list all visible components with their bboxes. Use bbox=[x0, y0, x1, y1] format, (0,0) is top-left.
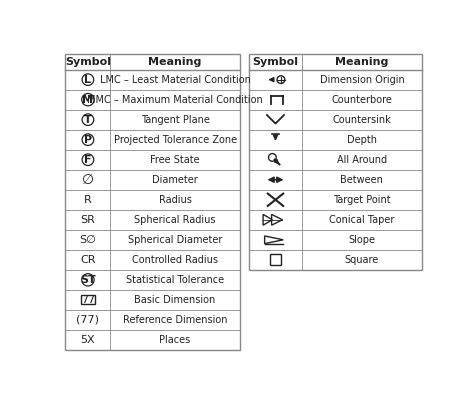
Text: ST: ST bbox=[80, 275, 96, 285]
Text: R: R bbox=[84, 195, 92, 205]
Text: Controlled Radius: Controlled Radius bbox=[132, 255, 218, 265]
Text: LMC – Least Material Condition: LMC – Least Material Condition bbox=[100, 74, 251, 85]
Text: Slope: Slope bbox=[348, 235, 375, 245]
Text: CR: CR bbox=[80, 255, 96, 265]
Text: Dimension Origin: Dimension Origin bbox=[319, 74, 404, 85]
Text: Meaning: Meaning bbox=[335, 57, 389, 67]
Text: ∅: ∅ bbox=[82, 173, 94, 187]
Text: 5X: 5X bbox=[81, 335, 95, 345]
Text: M: M bbox=[82, 95, 93, 105]
Bar bbox=[65, 54, 240, 350]
Text: Counterbore: Counterbore bbox=[331, 95, 392, 105]
Text: Radius: Radius bbox=[159, 195, 191, 205]
Text: SR: SR bbox=[81, 215, 95, 225]
Text: Target Point: Target Point bbox=[333, 195, 391, 205]
Bar bbox=[249, 54, 422, 270]
Text: Conical Taper: Conical Taper bbox=[329, 215, 394, 225]
Text: 77: 77 bbox=[81, 295, 95, 305]
Text: Statistical Tolerance: Statistical Tolerance bbox=[126, 275, 224, 285]
Text: Projected Tolerance Zone: Projected Tolerance Zone bbox=[114, 135, 237, 145]
Text: Spherical Diameter: Spherical Diameter bbox=[128, 235, 222, 245]
Text: T: T bbox=[84, 115, 92, 125]
Text: Meaning: Meaning bbox=[148, 57, 202, 67]
Text: Reference Dimension: Reference Dimension bbox=[123, 315, 228, 325]
Text: S∅: S∅ bbox=[80, 235, 96, 245]
Text: Square: Square bbox=[345, 255, 379, 265]
Text: Countersink: Countersink bbox=[333, 115, 391, 125]
Text: Spherical Radius: Spherical Radius bbox=[134, 215, 216, 225]
Text: F: F bbox=[84, 155, 91, 165]
Text: Tangent Plane: Tangent Plane bbox=[141, 115, 210, 125]
Text: Free State: Free State bbox=[150, 155, 200, 165]
Text: Between: Between bbox=[340, 175, 383, 185]
Text: (77): (77) bbox=[76, 315, 100, 325]
Text: All Around: All Around bbox=[337, 155, 387, 165]
Text: Basic Dimension: Basic Dimension bbox=[135, 295, 216, 305]
Text: Places: Places bbox=[159, 335, 191, 345]
Text: Diameter: Diameter bbox=[152, 175, 198, 185]
Text: Symbol: Symbol bbox=[65, 57, 111, 67]
Bar bbox=[270, 254, 281, 265]
Text: L: L bbox=[84, 74, 91, 85]
Text: P: P bbox=[84, 135, 92, 145]
Bar bbox=[81, 295, 95, 304]
Text: Depth: Depth bbox=[347, 135, 377, 145]
Text: Symbol: Symbol bbox=[253, 57, 299, 67]
Text: MMC – Maximum Material Condition: MMC – Maximum Material Condition bbox=[87, 95, 263, 105]
